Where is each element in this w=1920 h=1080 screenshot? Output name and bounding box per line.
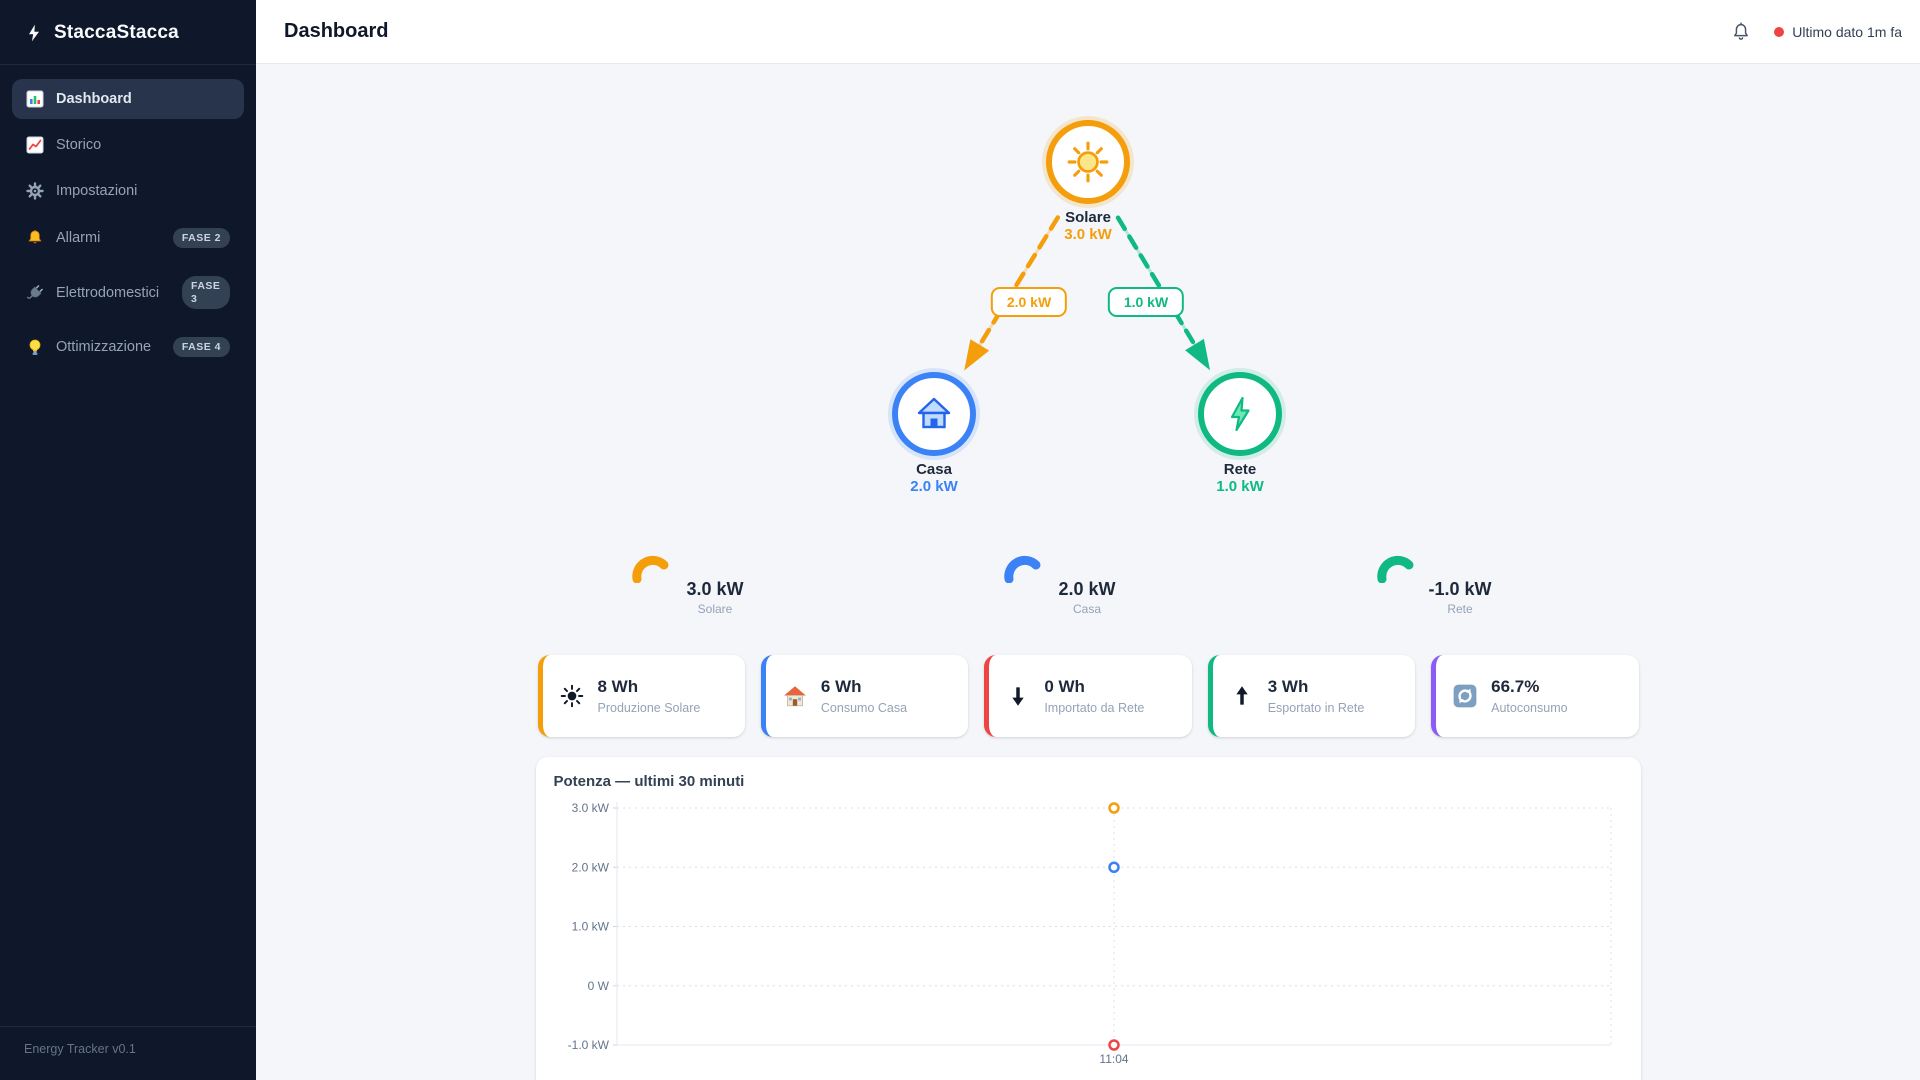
node-casa: Casa 2.0 kW [892, 372, 976, 495]
flow-edges [964, 215, 1210, 371]
main-area: Dashboard Ultimo dato 1m fa [256, 0, 1920, 1080]
gauge-value: 3.0 kW [686, 579, 744, 599]
sidebar-item-allarmi[interactable]: Allarmi FASE 2 [12, 217, 244, 259]
card-label: Consumo Casa [820, 700, 908, 715]
card-label: Autoconsumo [1491, 700, 1568, 715]
notifications-bell-icon[interactable] [1730, 21, 1752, 43]
app-version: Energy Tracker v0.1 [0, 1026, 256, 1080]
sidebar-nav: Dashboard Storico Impostazioni Allarmi F… [0, 65, 256, 1026]
plug-icon [26, 284, 44, 302]
gauge-solare: 3.0 kW Solare [630, 555, 800, 616]
card-value: 66.7% [1491, 677, 1540, 697]
gauge-arc-icon [632, 555, 669, 583]
gauge-value: -1.0 kW [1428, 579, 1492, 599]
gauge-arc-icon [1377, 555, 1414, 583]
card-value: 6 Wh [820, 677, 862, 697]
card-importato-da-rete: 0 Wh Importato da Rete [984, 655, 1192, 737]
sidebar-item-storico[interactable]: Storico [12, 125, 244, 165]
gauge-label: Rete [1447, 602, 1473, 616]
arrow-up-icon [1229, 683, 1255, 709]
status-text: Ultimo dato 1m fa [1792, 23, 1902, 40]
sun-icon [1065, 139, 1111, 185]
svg-text:0 W: 0 W [587, 979, 609, 993]
chart-title: Potenza — ultimi 30 minuti [553, 773, 745, 790]
card-consumo-casa: 6 Wh Consumo Casa [760, 655, 969, 737]
card-autoconsumo: 66.7% Autoconsumo [1431, 655, 1639, 737]
sidebar-item-ottimizzazione[interactable]: Ottimizzazione FASE 4 [12, 326, 244, 368]
app-logo: StaccaStacca [0, 0, 256, 65]
page-title: Dashboard [284, 20, 389, 42]
topbar: Dashboard Ultimo dato 1m fa [256, 0, 1920, 64]
node-label: Casa [916, 461, 952, 478]
gauge-arc-icon [1004, 555, 1041, 583]
status-indicator: Ultimo dato 1m fa [1774, 24, 1902, 40]
phase-badge: FASE 4 [172, 337, 230, 358]
svg-text:1.0 kW: 1.0 kW [571, 920, 609, 934]
status-dot [1774, 26, 1785, 37]
svg-text:3.0 kW: 3.0 kW [571, 801, 609, 815]
line-chart-icon [26, 136, 44, 154]
house-emoji-icon [782, 683, 808, 709]
svg-text:-1.0 kW: -1.0 kW [567, 1038, 609, 1052]
sidebar-item-label: Dashboard [56, 91, 132, 107]
card-label: Produzione Solare [597, 700, 701, 715]
card-value: 3 Wh [1267, 677, 1309, 697]
sidebar-item-label: Allarmi [56, 230, 101, 246]
node-rete: Rete 1.0 kW [1198, 372, 1282, 495]
edge-label-solar-house: 2.0 kW [990, 287, 1068, 317]
sidebar-item-label: Elettrodomestici [56, 284, 160, 301]
stat-cards-row: 8 Wh Produzione Solare 6 Wh Consumo Casa… [537, 655, 1639, 737]
card-value: 8 Wh [597, 677, 639, 697]
gear-icon [26, 182, 44, 200]
gauge-label: Solare [697, 602, 733, 616]
card-esportato-in-rete: 3 Wh Esportato in Rete [1207, 655, 1416, 737]
gauge-value: 2.0 kW [1058, 579, 1116, 599]
gauge-casa: 2.0 kW Casa [1002, 555, 1172, 616]
sidebar-item-impostazioni[interactable]: Impostazioni [12, 171, 244, 211]
power-scatter-chart: 3.0 kW 2.0 kW 1.0 kW 0 W -1.0 kW 11:04 [567, 801, 1611, 1066]
svg-text:2.0 kW: 2.0 kW [571, 860, 609, 874]
house-icon [912, 392, 956, 436]
phase-badge: FASE 3 [182, 276, 230, 310]
bell-icon [26, 229, 44, 247]
sun-black-icon [559, 683, 585, 709]
sidebar: StaccaStacca Dashboard Storico Impostazi… [0, 0, 256, 1080]
node-value: 2.0 kW [910, 478, 958, 495]
bolt-icon [1218, 392, 1262, 436]
sidebar-item-elettrodomestici[interactable]: Elettrodomestici FASE 3 [12, 265, 244, 320]
sidebar-item-label: Impostazioni [56, 183, 138, 199]
power-chart-card: Potenza — ultimi 30 minuti 3.0 kW 2.0 kW 1… [535, 757, 1641, 1080]
brand-name: StaccaStacca [54, 22, 179, 43]
edge-label-solar-grid: 1.0 kW [1107, 287, 1185, 317]
sidebar-item-dashboard[interactable]: Dashboard [12, 79, 244, 119]
bulb-icon [26, 338, 44, 356]
svg-text:11:04: 11:04 [1099, 1052, 1128, 1066]
card-label: Esportato in Rete [1267, 700, 1365, 715]
node-label: Rete [1223, 461, 1257, 478]
node-value: 1.0 kW [1216, 478, 1264, 495]
lightning-bolt-icon [24, 22, 44, 44]
gauge-label: Casa [1072, 602, 1101, 616]
energy-flow-diagram: Solare 3.0 kW Casa 2.0 kW [256, 64, 1920, 505]
dashboard-content: Solare 3.0 kW Casa 2.0 kW [256, 64, 1920, 1080]
card-value: 0 Wh [1044, 677, 1085, 697]
node-label: Solare [1065, 209, 1111, 226]
node-value: 3.0 kW [1064, 226, 1112, 243]
bar-chart-icon [26, 90, 44, 108]
card-label: Importato da Rete [1044, 700, 1145, 715]
phase-badge: FASE 2 [172, 228, 230, 248]
recycle-icon [1452, 683, 1478, 709]
arrow-down-icon [1005, 683, 1031, 709]
card-produzione-solare: 8 Wh Produzione Solare [537, 655, 745, 737]
sidebar-item-label: Ottimizzazione [56, 339, 152, 356]
gauge-rete: -1.0 kW Rete [1375, 555, 1545, 616]
sidebar-item-label: Storico [56, 137, 102, 153]
node-solare: Solare 3.0 kW [1046, 120, 1130, 243]
gauges-row: 3.0 kW Solare 2.0 kW Casa -1.0 kW Rete [256, 555, 1920, 617]
